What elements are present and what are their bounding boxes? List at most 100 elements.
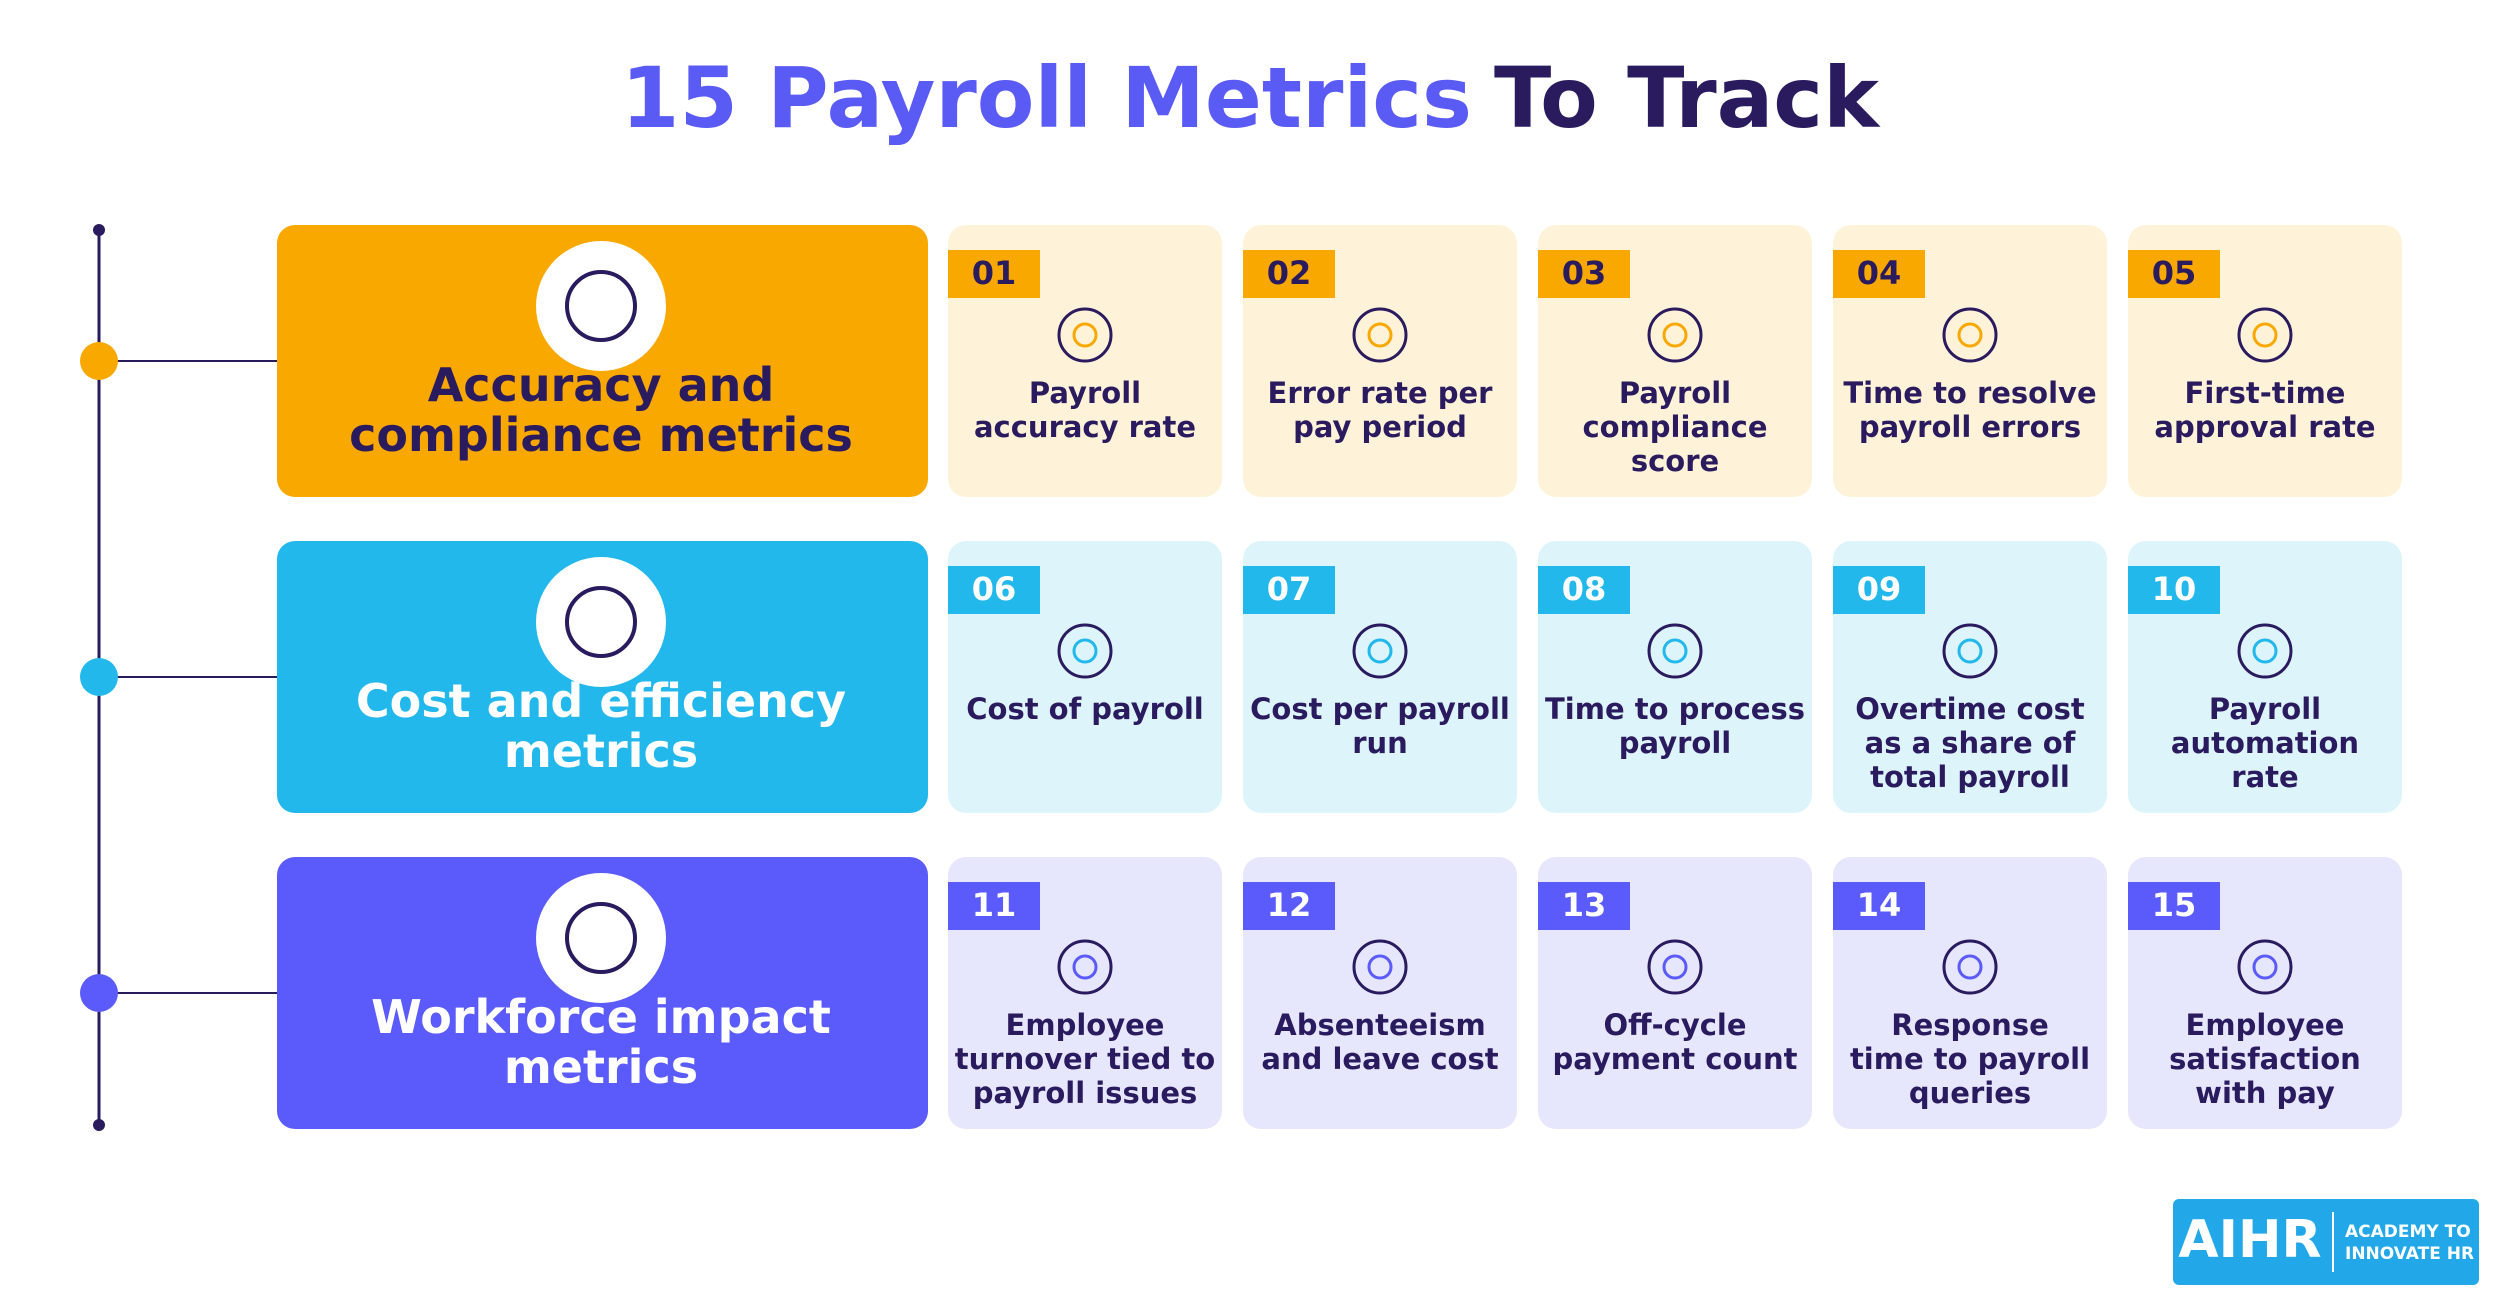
metric-icon xyxy=(1352,623,1408,679)
category-icon xyxy=(536,241,666,371)
metric-icon xyxy=(2237,939,2293,995)
metric-label: Overtime cost xyxy=(1855,692,2085,726)
metric-label: automation xyxy=(2171,726,2359,760)
metric-label: payroll xyxy=(1619,726,1731,760)
metric-label: Cost per payroll xyxy=(1250,692,1510,726)
metric-label: payroll errors xyxy=(1859,410,2081,444)
number-tag xyxy=(2128,566,2220,614)
metric-icon xyxy=(1662,954,1688,980)
metric-number: 05 xyxy=(2152,254,2197,292)
metric-label: rate xyxy=(2231,760,2298,794)
category-label: Accuracy and xyxy=(428,358,775,412)
number-tag xyxy=(1538,566,1630,614)
metric-label: accuracy rate xyxy=(974,410,1196,444)
metric-label: payroll issues xyxy=(973,1076,1198,1110)
metric-label: Employee xyxy=(1006,1008,1165,1042)
metric-number: 04 xyxy=(1857,254,1902,292)
number-tag xyxy=(1243,882,1335,930)
logo-box xyxy=(2173,1199,2479,1285)
timeline-end xyxy=(93,224,105,236)
number-tag xyxy=(1243,566,1335,614)
number-tag xyxy=(1538,250,1630,298)
metric-icon xyxy=(1072,322,1098,348)
metric-icon xyxy=(1352,307,1408,363)
metric-number: 07 xyxy=(1267,570,1312,608)
metric-label: time to payroll xyxy=(1850,1042,2090,1076)
metric-label: Time to resolve xyxy=(1843,376,2096,410)
metric-icon xyxy=(2252,954,2278,980)
metric-icon xyxy=(1057,939,1113,995)
logo: AIHR ACADEMY TO INNOVATE HR xyxy=(2173,1199,2479,1285)
metric-label: pay period xyxy=(1293,410,1467,444)
metric-number: 08 xyxy=(1562,570,1607,608)
metric-number: 12 xyxy=(1267,886,1312,924)
number-tag xyxy=(1833,882,1925,930)
metric-label: Response xyxy=(1891,1008,2049,1042)
metric-number: 03 xyxy=(1562,254,1607,292)
category-label: metrics xyxy=(504,724,698,778)
metric-number: 13 xyxy=(1562,886,1607,924)
metric-label: score xyxy=(1631,444,1719,478)
category-label: Workforce impact xyxy=(371,990,831,1044)
metric-icon xyxy=(1057,307,1113,363)
metric-number: 02 xyxy=(1267,254,1312,292)
metric-label: Error rate per xyxy=(1268,376,1494,410)
timeline-end xyxy=(93,1119,105,1131)
metric-label: with pay xyxy=(2195,1076,2335,1110)
number-tag xyxy=(948,882,1040,930)
category-label: compliance metrics xyxy=(349,408,853,462)
metric-icon xyxy=(1942,307,1998,363)
metric-label: Time to process xyxy=(1545,692,1805,726)
metric-icon xyxy=(1367,954,1393,980)
logo-text: INNOVATE HR xyxy=(2345,1244,2474,1264)
metric-label: Absenteeism xyxy=(1274,1008,1485,1042)
timeline-dot xyxy=(80,658,118,696)
metric-number: 14 xyxy=(1857,886,1902,924)
metric-label: Employee xyxy=(2186,1008,2345,1042)
metric-icon xyxy=(2252,638,2278,664)
metric-label: turnover tied to xyxy=(955,1042,1215,1076)
metric-icon xyxy=(2237,623,2293,679)
metric-label: run xyxy=(1352,726,1408,760)
metric-icon xyxy=(1352,939,1408,995)
metric-label: Cost of payroll xyxy=(966,692,1204,726)
title: 15 Payroll Metrics To Track xyxy=(621,49,1881,147)
number-tag xyxy=(1833,250,1925,298)
metric-icon xyxy=(2252,322,2278,348)
number-tag xyxy=(2128,250,2220,298)
metric-icon xyxy=(1662,322,1688,348)
metric-number: 11 xyxy=(972,886,1017,924)
metric-label: Off-cycle xyxy=(1603,1008,1746,1042)
number-tag xyxy=(2128,882,2220,930)
metric-label: Payroll xyxy=(1029,376,1141,410)
metric-icon xyxy=(1647,939,1703,995)
metric-number: 15 xyxy=(2152,886,2197,924)
metric-number: 06 xyxy=(972,570,1017,608)
metric-label: First-time xyxy=(2185,376,2346,410)
metric-icon xyxy=(1957,322,1983,348)
metric-icon xyxy=(1072,954,1098,980)
metric-label: Payroll xyxy=(1619,376,1731,410)
category-icon-glyph xyxy=(565,902,637,974)
metric-label: satisfaction xyxy=(2169,1042,2361,1076)
metric-number: 09 xyxy=(1857,570,1902,608)
timeline-dot xyxy=(80,974,118,1012)
metric-icon xyxy=(1662,638,1688,664)
timeline-dot xyxy=(80,342,118,380)
category-icon xyxy=(536,557,666,687)
metric-label: and leave cost xyxy=(1261,1042,1498,1076)
metric-label: queries xyxy=(1909,1076,2031,1110)
category-icon-glyph xyxy=(565,270,637,342)
metric-icon xyxy=(1957,638,1983,664)
category-icon xyxy=(536,873,666,1003)
metric-icon xyxy=(1942,623,1998,679)
metric-label: approval rate xyxy=(2154,410,2375,444)
number-tag xyxy=(948,250,1040,298)
metric-icon xyxy=(2237,307,2293,363)
category-label: Cost and efficiency xyxy=(356,674,846,728)
metric-icon xyxy=(1942,939,1998,995)
category-label: metrics xyxy=(504,1040,698,1094)
metric-number: 01 xyxy=(972,254,1017,292)
